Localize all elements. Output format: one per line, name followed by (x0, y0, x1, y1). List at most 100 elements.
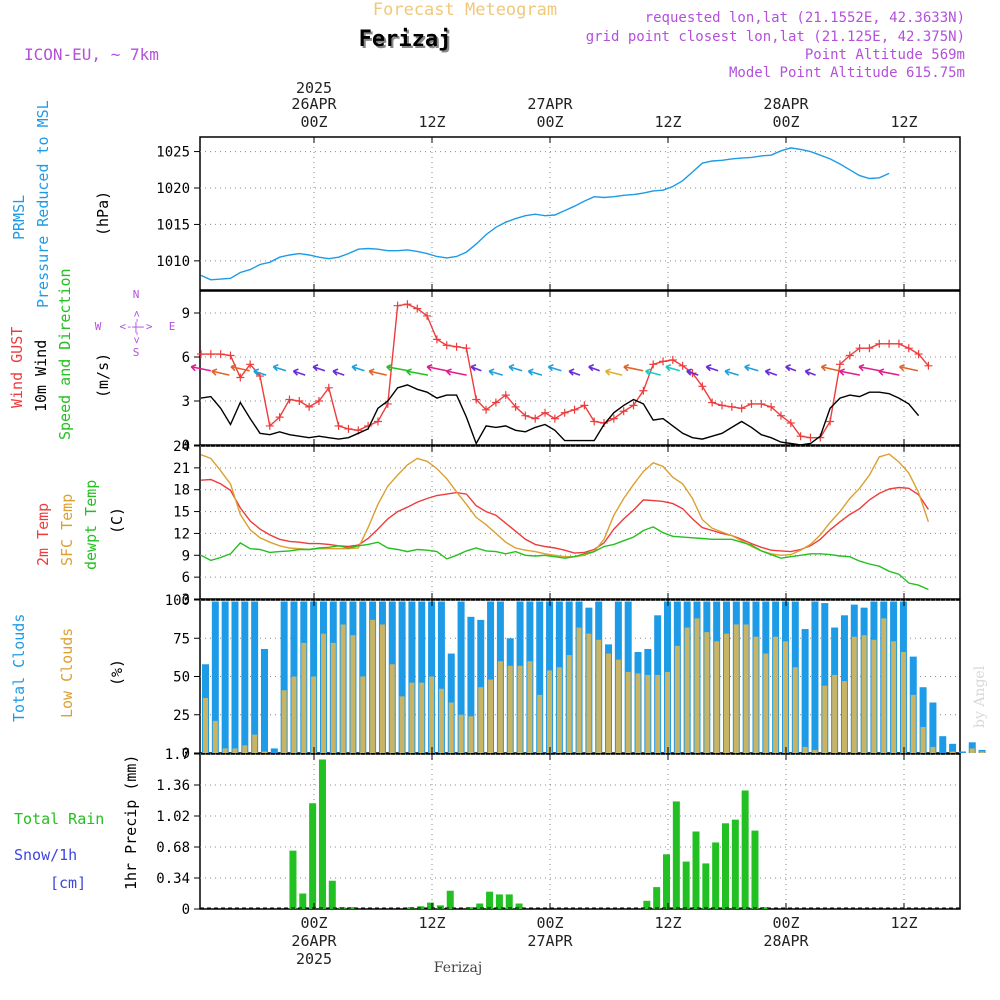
gust-marker (580, 401, 589, 410)
low-cloud-bar (920, 726, 926, 753)
wind-direction-arrow (272, 363, 287, 372)
gust-marker (826, 417, 835, 426)
wind-direction-arrow (724, 368, 739, 376)
wind-direction-arrow (686, 368, 699, 376)
low-cloud-bar (419, 682, 425, 753)
total-cloud-bar (801, 629, 809, 753)
gust-marker (541, 408, 550, 417)
y-tick-label: 1020 (156, 181, 190, 197)
total-cloud-bar (211, 601, 219, 753)
low-cloud-bar (320, 633, 326, 753)
top-date-label: 28APR (763, 95, 809, 113)
gust-marker (295, 397, 304, 405)
low-cloud-bar (753, 636, 759, 753)
bottom-hour-label: 12Z (418, 914, 445, 932)
low-clouds-label: Low Clouds (58, 628, 76, 718)
gust-marker (344, 424, 353, 433)
top-hour-label: 00Z (772, 113, 799, 131)
temp-2m-label: 2m Temp (34, 503, 52, 566)
total-cloud-bar (949, 743, 957, 753)
pressure-panel: 1010 1015 1020 1025 (156, 136, 961, 291)
top-year-label: 2025 (296, 79, 332, 97)
low-cloud-bar (379, 624, 385, 753)
gust-marker (885, 339, 894, 348)
gust-marker (678, 361, 687, 370)
low-cloud-bar (625, 671, 631, 753)
y-tick-label: 0.34 (156, 871, 190, 887)
gust-marker (865, 344, 874, 353)
wind-direction-arrow (527, 368, 543, 376)
wind-direction-arrow (292, 368, 306, 376)
gust-marker (314, 397, 323, 405)
y-tick-label: 6 (182, 350, 190, 366)
gust-marker (737, 404, 746, 413)
bottom-hour-label: 00Z (772, 914, 799, 932)
low-cloud-bar (556, 667, 562, 753)
low-cloud-bar (714, 641, 720, 753)
low-cloud-bar (203, 697, 208, 753)
pressure-label-2: Pressure Reduced to MSL (34, 100, 52, 308)
gust-marker (275, 413, 284, 422)
low-cloud-bar (311, 676, 317, 753)
low-cloud-bar (802, 746, 808, 753)
wind-speed-dir-label: Speed and Direction (56, 268, 74, 440)
gust-marker (619, 407, 628, 416)
low-cloud-bar (497, 661, 503, 753)
low-cloud-bar (261, 751, 267, 753)
low-cloud-bar (330, 642, 336, 753)
gust-marker (305, 402, 314, 411)
wind-direction-arrow (470, 363, 482, 372)
low-cloud-bar (340, 624, 346, 753)
wind-direction-arrow (839, 368, 861, 376)
y-tick-label: 1.02 (156, 809, 190, 825)
y-tick-label: 50 (173, 670, 190, 686)
gust-marker (747, 399, 756, 408)
low-cloud-bar (822, 685, 828, 753)
gust-marker (216, 350, 225, 359)
precip-bar (702, 863, 710, 909)
gust-marker (649, 360, 658, 369)
precip-bar (436, 905, 444, 909)
total-cloud-bar (457, 601, 465, 753)
panel-frame (199, 290, 961, 446)
low-cloud-bar (212, 720, 218, 753)
bottom-date-label: 26APR (291, 932, 337, 950)
gust-marker (462, 344, 471, 353)
gust-marker (472, 395, 481, 404)
total-cloud-bar (821, 603, 829, 753)
compass-n: N (133, 288, 140, 301)
low-cloud-bar (596, 639, 602, 753)
low-cloud-bar (429, 676, 435, 753)
low-cloud-bar (674, 645, 680, 753)
low-cloud-bar (458, 714, 464, 753)
wind-direction-arrow (190, 363, 211, 372)
wind-direction-arrow (604, 368, 623, 376)
precip-bar (318, 759, 326, 909)
wind-direction-arrow (488, 368, 503, 376)
compass-we: <-|-> (119, 320, 152, 333)
top-hour-label: 12Z (418, 113, 445, 131)
y-tick-label: 0 (182, 746, 190, 762)
gust-marker (855, 344, 864, 353)
precip-bar (692, 831, 700, 909)
low-cloud-bar (537, 694, 543, 753)
low-cloud-bar (291, 676, 297, 753)
y-tick-label: 1015 (156, 217, 190, 233)
low-cloud-bar (232, 748, 238, 753)
gust-marker (403, 300, 412, 309)
low-cloud-bar (448, 702, 454, 753)
compass-ns: <-|-> (130, 310, 143, 343)
precip-bar (348, 907, 356, 909)
precip-bar (427, 902, 435, 909)
total-cloud-bar (467, 616, 475, 753)
wind-direction-arrow (211, 368, 230, 376)
precip-bar (446, 890, 454, 909)
top-date-label: 27APR (527, 95, 573, 113)
wind-direction-arrow (858, 363, 880, 372)
low-cloud-bar (438, 688, 444, 753)
low-cloud-bar (547, 670, 553, 753)
gust-marker (531, 414, 540, 423)
low-cloud-bar (645, 674, 651, 753)
y-tick-label: 6 (182, 570, 190, 586)
y-tick-label: 3 (182, 592, 190, 608)
